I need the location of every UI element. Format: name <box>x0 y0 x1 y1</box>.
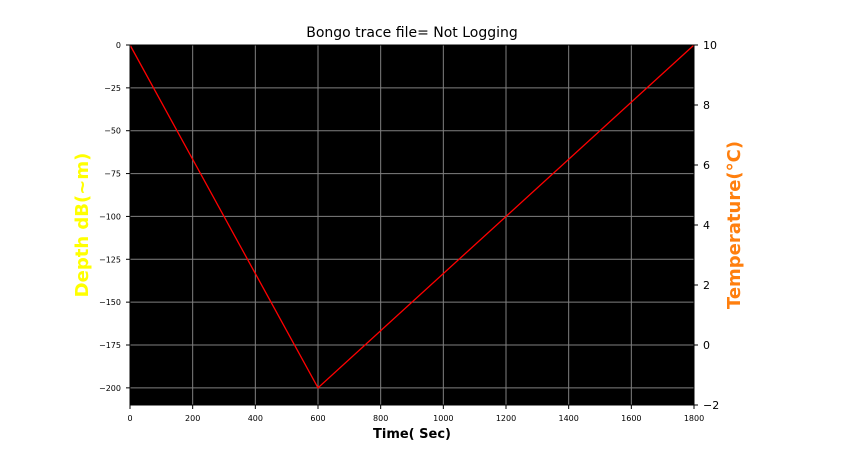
x-tick-label: 800 <box>373 414 388 423</box>
y-tick-label-left: −75 <box>104 170 121 179</box>
y-tick-label-right: −2 <box>703 399 719 412</box>
y-tick-label-left: −200 <box>99 384 121 393</box>
y-tick-label-right: 2 <box>703 279 710 292</box>
y-axis-label-left: Depth dB(~m) <box>72 153 93 298</box>
y-tick-label-right: 10 <box>703 39 717 52</box>
x-tick-label: 200 <box>185 414 200 423</box>
x-axis: 0 200 400 600 800 1000 1200 1400 1600 1800 <box>127 405 704 423</box>
y-tick-label-right: 8 <box>703 99 710 112</box>
x-tick-label: 1000 <box>433 414 453 423</box>
y-tick-label-right: 0 <box>703 339 710 352</box>
y-axis-right: 10 8 6 4 2 0 −2 <box>694 39 719 412</box>
y-tick-label-left: −100 <box>99 212 121 221</box>
y-tick-label-left: 0 <box>116 41 121 50</box>
x-tick-label: 1600 <box>621 414 641 423</box>
plot-area <box>130 45 694 405</box>
x-tick-label: 1400 <box>558 414 578 423</box>
x-axis-label: Time( Sec) <box>373 427 451 442</box>
depth-series-line <box>129 44 695 389</box>
x-tick-label: 1200 <box>496 414 516 423</box>
x-tick-label: 1800 <box>684 414 704 423</box>
x-tick-label: 400 <box>248 414 263 423</box>
y-axis-label-right: Temperature(°C) <box>724 141 745 309</box>
x-tick-label: 0 <box>127 414 132 423</box>
y-tick-label-left: −125 <box>99 255 121 264</box>
x-tick-label: 600 <box>310 414 325 423</box>
y-axis-left: 0 −25 −50 −75 −100 −125 −150 −175 −200 <box>99 41 130 393</box>
y-tick-label-left: −25 <box>104 84 121 93</box>
y-tick-label-left: −50 <box>104 127 121 136</box>
y-tick-label-left: −150 <box>99 298 121 307</box>
chart-title: Bongo trace file= Not Logging <box>306 25 518 41</box>
y-tick-label-right: 6 <box>703 159 710 172</box>
y-tick-label-right: 4 <box>703 219 710 232</box>
series-layer <box>129 44 695 389</box>
y-tick-label-left: −175 <box>99 341 121 350</box>
